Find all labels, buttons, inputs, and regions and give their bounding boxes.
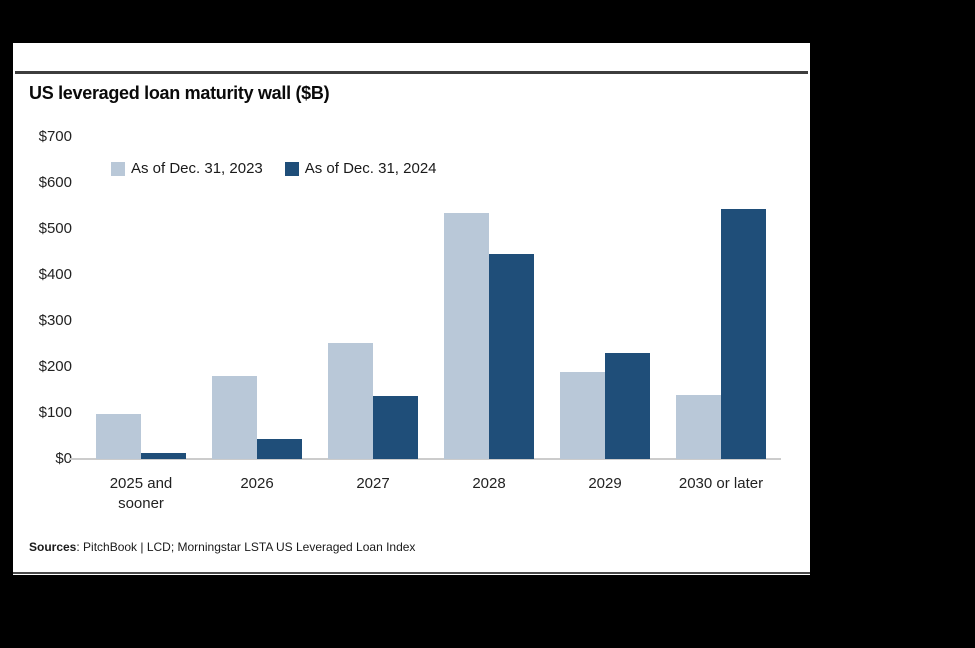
x-axis-line	[69, 458, 781, 460]
x-tick-label: 2028	[472, 475, 506, 492]
y-tick-label: $100	[38, 404, 72, 421]
sources-label: Sources	[29, 540, 77, 554]
chart-legend: As of Dec. 31, 2023 As of Dec. 31, 2024	[111, 160, 459, 177]
sources-text: : PitchBook | LCD; Morningstar LSTA US L…	[76, 540, 416, 554]
y-axis: $700 $600 $500 $400 $300 $200 $100 $0	[13, 43, 72, 575]
bar	[257, 439, 302, 459]
x-tick-label: 2026	[240, 475, 274, 492]
bar-group	[199, 137, 315, 459]
bar	[721, 209, 766, 459]
bar	[141, 453, 186, 459]
bar-group	[547, 137, 663, 459]
x-axis-labels: 2025 and sooner 2026 2027 2028 2029 2030 or l…	[83, 474, 779, 514]
top-rule-divider	[15, 71, 808, 74]
bar	[96, 414, 141, 459]
y-tick-label: $200	[38, 358, 72, 375]
bar-group	[663, 137, 779, 459]
y-tick-label: $700	[38, 128, 72, 145]
bar	[676, 394, 721, 459]
bar	[212, 376, 257, 459]
legend-label: As of Dec. 31, 2024	[304, 160, 437, 177]
y-tick-label: $300	[38, 312, 72, 329]
bar	[560, 371, 605, 459]
bar-chart: As of Dec. 31, 2023 As of Dec. 31, 2024 $…	[13, 43, 810, 575]
legend-swatch-icon	[111, 161, 125, 176]
chart-panel: US leveraged loan maturity wall ($B) As …	[13, 43, 810, 575]
legend-item: As of Dec. 31, 2024	[284, 160, 437, 177]
bar	[444, 212, 489, 459]
bar	[373, 396, 418, 459]
sources-note: Sources: PitchBook | LCD; Morningstar LS…	[29, 540, 415, 554]
legend-item: As of Dec. 31, 2023	[111, 160, 263, 177]
legend-swatch-icon	[284, 161, 299, 176]
bar-group	[431, 137, 547, 459]
y-tick-label: $400	[38, 266, 72, 283]
x-tick-label: 2029	[588, 475, 622, 492]
bar	[328, 342, 373, 459]
legend-label: As of Dec. 31, 2023	[131, 160, 263, 177]
bar-group	[315, 137, 431, 459]
bar-group	[83, 137, 199, 459]
x-tick-label: 2027	[356, 475, 390, 492]
y-tick-label: $600	[38, 174, 72, 191]
x-tick-label: 2025 and sooner	[109, 475, 173, 512]
y-tick-label: $500	[38, 220, 72, 237]
x-tick-label: 2030 or later	[678, 475, 764, 492]
bar	[605, 353, 650, 459]
bottom-rule-divider	[13, 572, 810, 574]
bar	[489, 254, 534, 459]
plot-area	[83, 137, 779, 459]
chart-title: US leveraged loan maturity wall ($B)	[29, 83, 330, 103]
y-tick-label: $0	[55, 450, 72, 467]
